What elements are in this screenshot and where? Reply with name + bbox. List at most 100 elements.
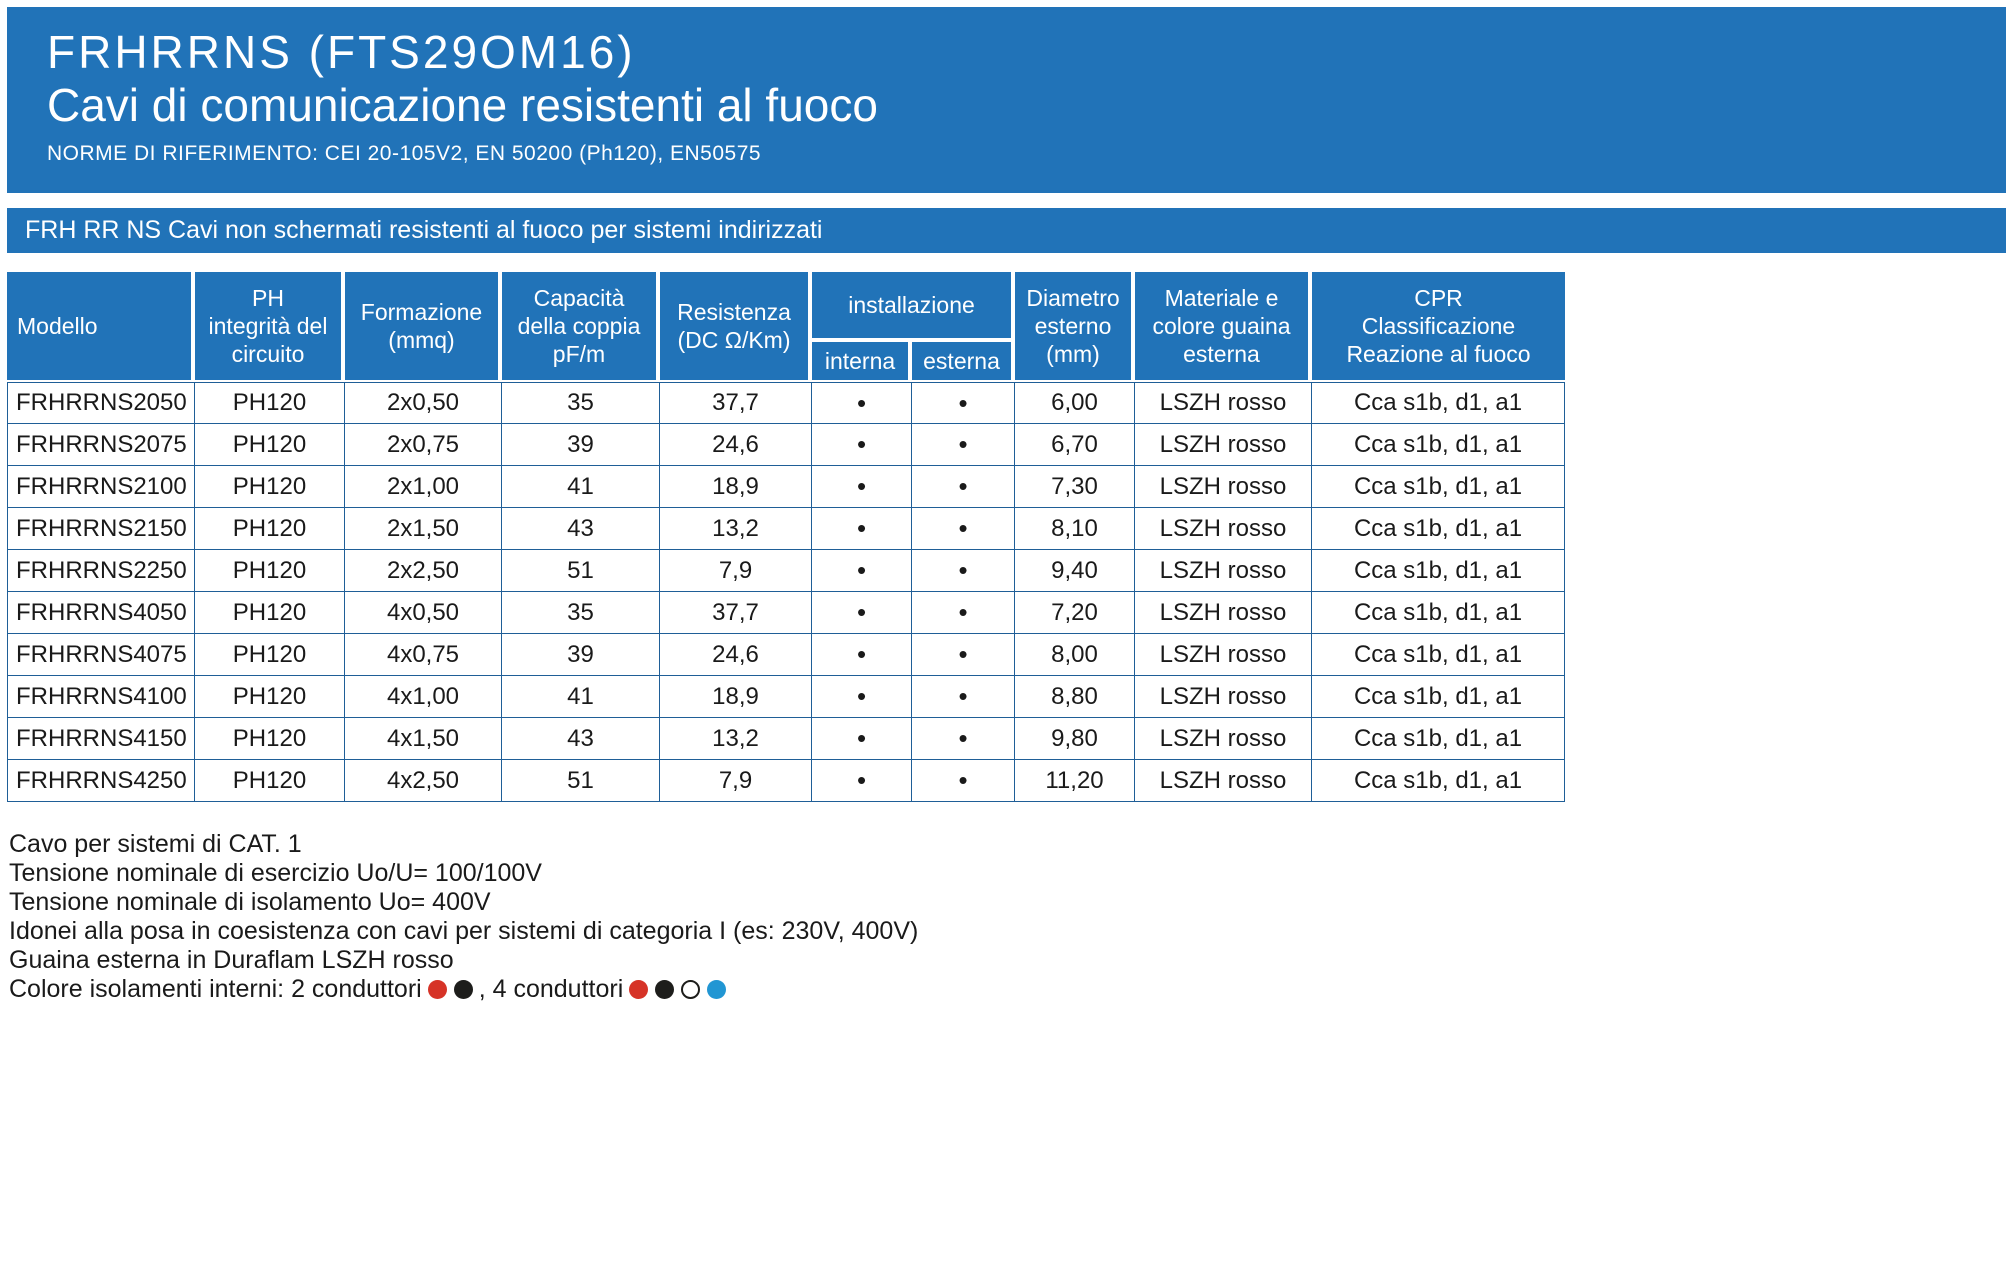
cell-ph: PH120 (195, 550, 345, 592)
cell-installazione-interna-dot: • (812, 424, 912, 466)
conductor-color-dot (681, 980, 701, 999)
cell-resistenza: 18,9 (660, 466, 812, 508)
cell-ph: PH120 (195, 718, 345, 760)
cell-installazione-esterna-dot: • (912, 634, 1015, 676)
cell-installazione-interna-dot: • (812, 634, 912, 676)
cell-resistenza: 7,9 (660, 760, 812, 802)
cell-ph: PH120 (195, 592, 345, 634)
cell-diametro: 8,80 (1015, 676, 1135, 718)
cell-model: FRHRRNS4075 (7, 634, 195, 676)
cell-formazione: 4x0,75 (345, 634, 502, 676)
col-header-modello: Modello (7, 272, 195, 380)
cell-installazione-interna-dot: • (812, 676, 912, 718)
cell-installazione-esterna-dot: • (912, 760, 1015, 802)
conductor-color-dot (655, 980, 675, 999)
cell-materiale: LSZH rosso (1135, 424, 1312, 466)
cell-ph: PH120 (195, 508, 345, 550)
cell-installazione-interna-dot: • (812, 592, 912, 634)
cell-installazione-interna-dot: • (812, 508, 912, 550)
cell-model: FRHRRNS2250 (7, 550, 195, 592)
table-row: FRHRRNS2150 PH120 2x1,50 43 13,2 • • 8,1… (7, 508, 1565, 550)
table-row: FRHRRNS4150 PH120 4x1,50 43 13,2 • • 9,8… (7, 718, 1565, 760)
insulation-colors-line: Colore isolamenti interni: 2 conduttori,… (9, 975, 2006, 1004)
cell-ph: PH120 (195, 382, 345, 424)
cell-materiale: LSZH rosso (1135, 382, 1312, 424)
cell-materiale: LSZH rosso (1135, 676, 1312, 718)
cell-installazione-interna-dot: • (812, 550, 912, 592)
note-line: Tensione nominale di isolamento Uo= 400V (9, 888, 491, 916)
cell-capacita: 39 (502, 634, 660, 676)
footer-notes: Cavo per sistemi di CAT. 1 Tensione nomi… (9, 830, 2006, 1004)
cell-resistenza: 37,7 (660, 382, 812, 424)
cell-resistenza: 37,7 (660, 592, 812, 634)
cell-formazione: 2x2,50 (345, 550, 502, 592)
cell-cpr: Cca s1b, d1, a1 (1312, 760, 1565, 802)
cell-installazione-esterna-dot: • (912, 718, 1015, 760)
cell-cpr: Cca s1b, d1, a1 (1312, 718, 1565, 760)
spec-table: Modello PH integrità del circuito Formaz… (7, 272, 1565, 802)
cell-capacita: 35 (502, 592, 660, 634)
cell-ph: PH120 (195, 424, 345, 466)
cell-installazione-esterna-dot: • (912, 508, 1015, 550)
col-header-ph-integrita: PH integrità del circuito (195, 272, 345, 380)
cell-installazione-esterna-dot: • (912, 592, 1015, 634)
cell-installazione-esterna-dot: • (912, 466, 1015, 508)
cell-formazione: 2x1,00 (345, 466, 502, 508)
cell-diametro: 6,70 (1015, 424, 1135, 466)
col-header-esterna: esterna (912, 342, 1015, 380)
cell-formazione: 4x2,50 (345, 760, 502, 802)
cell-installazione-interna-dot: • (812, 466, 912, 508)
table-row: FRHRRNS4075 PH120 4x0,75 39 24,6 • • 8,0… (7, 634, 1565, 676)
cell-model: FRHRRNS2050 (7, 382, 195, 424)
cell-materiale: LSZH rosso (1135, 550, 1312, 592)
cell-formazione: 2x1,50 (345, 508, 502, 550)
cell-model: FRHRRNS2150 (7, 508, 195, 550)
cell-capacita: 39 (502, 424, 660, 466)
cell-capacita: 41 (502, 466, 660, 508)
cell-formazione: 4x1,00 (345, 676, 502, 718)
cell-formazione: 2x0,50 (345, 382, 502, 424)
note-line: Cavo per sistemi di CAT. 1 (9, 830, 302, 858)
col-header-diametro: Diametro esterno (mm) (1015, 272, 1135, 380)
cell-capacita: 35 (502, 382, 660, 424)
table-body: FRHRRNS2050 PH120 2x0,50 35 37,7 • • 6,0… (7, 382, 1565, 802)
cell-installazione-interna-dot: • (812, 718, 912, 760)
cell-model: FRHRRNS4050 (7, 592, 195, 634)
colors-line-middle: , 4 conduttori (478, 975, 624, 1003)
cell-formazione: 4x1,50 (345, 718, 502, 760)
col-header-formazione: Formazione (mmq) (345, 272, 502, 380)
cell-capacita: 51 (502, 550, 660, 592)
cell-model: FRHRRNS2100 (7, 466, 195, 508)
cell-diametro: 9,40 (1015, 550, 1135, 592)
note-line: Tensione nominale di esercizio Uo/U= 100… (9, 859, 542, 887)
cell-diametro: 8,00 (1015, 634, 1135, 676)
cell-resistenza: 24,6 (660, 424, 812, 466)
cell-diametro: 6,00 (1015, 382, 1135, 424)
table-row: FRHRRNS4100 PH120 4x1,00 41 18,9 • • 8,8… (7, 676, 1565, 718)
table-row: FRHRRNS4250 PH120 4x2,50 51 7,9 • • 11,2… (7, 760, 1565, 802)
cell-cpr: Cca s1b, d1, a1 (1312, 634, 1565, 676)
cell-materiale: LSZH rosso (1135, 466, 1312, 508)
table-row: FRHRRNS2100 PH120 2x1,00 41 18,9 • • 7,3… (7, 466, 1565, 508)
cell-cpr: Cca s1b, d1, a1 (1312, 424, 1565, 466)
cell-capacita: 43 (502, 718, 660, 760)
cell-materiale: LSZH rosso (1135, 760, 1312, 802)
header-banner: FRHRRNS (FTS29OM16) Cavi di comunicazion… (7, 7, 2006, 193)
col-header-resistenza: Resistenza (DC Ω/Km) (660, 272, 812, 380)
cell-ph: PH120 (195, 760, 345, 802)
cell-materiale: LSZH rosso (1135, 718, 1312, 760)
cell-model: FRHRRNS2075 (7, 424, 195, 466)
cell-ph: PH120 (195, 676, 345, 718)
series-banner-text: FRH RR NS Cavi non schermati resistenti … (25, 216, 823, 244)
col-header-cpr: CPR Classificazione Reazione al fuoco (1312, 272, 1565, 380)
cell-model: FRHRRNS4100 (7, 676, 195, 718)
table-row: FRHRRNS2250 PH120 2x2,50 51 7,9 • • 9,40… (7, 550, 1565, 592)
cell-capacita: 41 (502, 676, 660, 718)
cell-diametro: 8,10 (1015, 508, 1135, 550)
cell-ph: PH120 (195, 634, 345, 676)
cell-diametro: 11,20 (1015, 760, 1135, 802)
cell-installazione-esterna-dot: • (912, 424, 1015, 466)
four-conductor-dots (629, 980, 727, 999)
table-row: FRHRRNS2075 PH120 2x0,75 39 24,6 • • 6,7… (7, 424, 1565, 466)
cell-cpr: Cca s1b, d1, a1 (1312, 382, 1565, 424)
